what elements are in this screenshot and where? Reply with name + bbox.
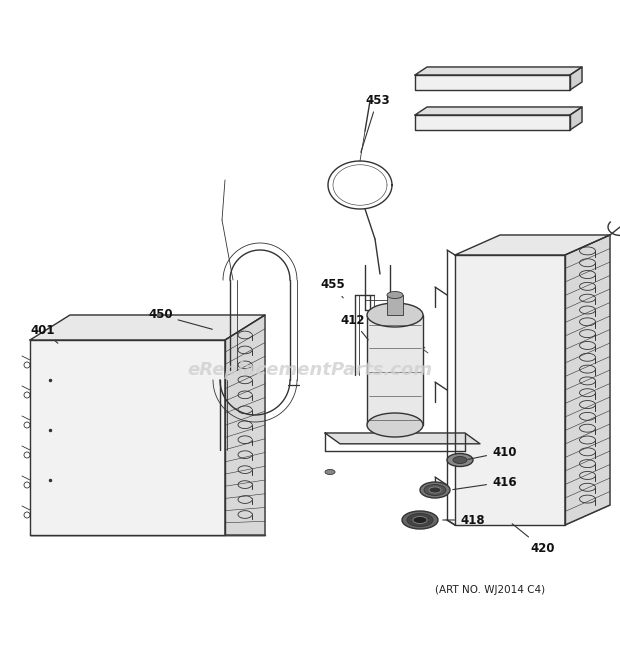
Ellipse shape xyxy=(424,485,446,496)
Ellipse shape xyxy=(367,303,423,327)
Polygon shape xyxy=(565,235,610,525)
Ellipse shape xyxy=(453,457,467,463)
Polygon shape xyxy=(30,315,265,340)
Ellipse shape xyxy=(325,469,335,475)
Polygon shape xyxy=(415,107,582,115)
Polygon shape xyxy=(225,315,265,535)
Ellipse shape xyxy=(402,511,438,529)
Text: 410: 410 xyxy=(467,446,516,459)
Polygon shape xyxy=(325,433,480,444)
Polygon shape xyxy=(570,67,582,90)
Polygon shape xyxy=(415,67,582,75)
Bar xyxy=(387,295,403,315)
Ellipse shape xyxy=(407,514,433,527)
Polygon shape xyxy=(415,75,570,90)
Text: 401: 401 xyxy=(30,323,58,343)
Polygon shape xyxy=(455,255,565,525)
Text: eReplacementParts.com: eReplacementParts.com xyxy=(187,361,433,379)
Bar xyxy=(367,315,423,425)
Text: 412: 412 xyxy=(340,313,368,340)
Text: 416: 416 xyxy=(453,475,516,490)
Ellipse shape xyxy=(387,292,403,299)
Polygon shape xyxy=(455,505,610,525)
Ellipse shape xyxy=(367,413,423,437)
Text: 420: 420 xyxy=(512,524,554,555)
Text: 418: 418 xyxy=(443,514,485,527)
Ellipse shape xyxy=(413,516,427,524)
Ellipse shape xyxy=(447,453,473,467)
Text: 453: 453 xyxy=(361,93,389,152)
Text: 455: 455 xyxy=(320,278,345,298)
Ellipse shape xyxy=(420,482,450,498)
Text: 450: 450 xyxy=(148,309,212,329)
Polygon shape xyxy=(30,340,225,535)
Ellipse shape xyxy=(429,487,441,493)
Text: (ART NO. WJ2014 C4): (ART NO. WJ2014 C4) xyxy=(435,585,545,595)
Polygon shape xyxy=(455,235,610,255)
Polygon shape xyxy=(570,107,582,130)
Polygon shape xyxy=(415,115,570,130)
